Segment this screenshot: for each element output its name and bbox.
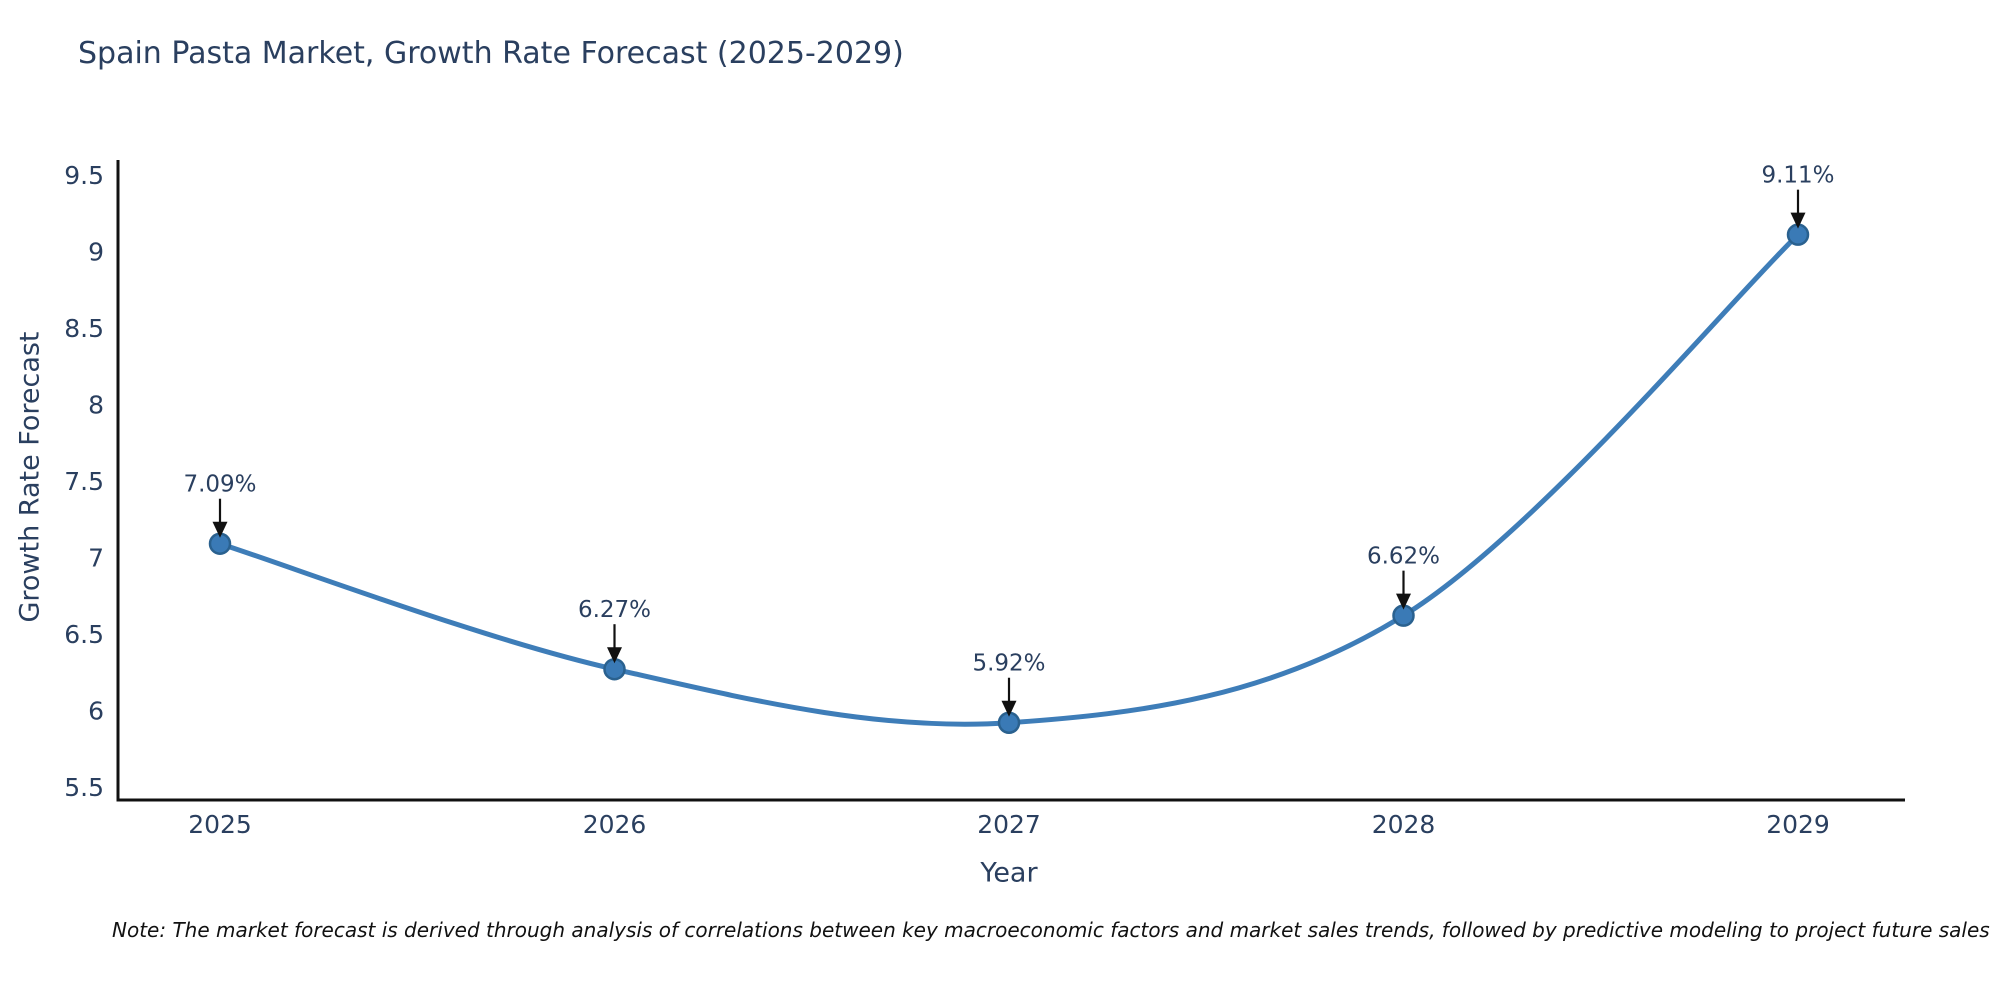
y-tick-label: 9 — [88, 238, 104, 267]
annotation-arrowhead — [607, 647, 622, 664]
annotation-arrowhead — [1790, 212, 1806, 229]
y-tick-label: 8 — [88, 391, 104, 420]
footnote: Note: The market forecast is derived thr… — [112, 918, 1990, 942]
annotation-arrowhead — [212, 521, 228, 538]
point-value-label: 7.09% — [183, 472, 256, 498]
x-tick-label: 2026 — [583, 810, 647, 839]
y-tick-label: 7.5 — [64, 467, 104, 496]
x-axis-title: Year — [980, 857, 1038, 889]
annotation-arrowhead — [1396, 593, 1411, 610]
y-tick-label: 9.5 — [64, 161, 104, 190]
point-value-label: 6.27% — [578, 597, 651, 623]
annotation-arrowhead — [1001, 700, 1017, 717]
y-tick-label: 5.5 — [64, 773, 104, 802]
y-tick-label: 8.5 — [64, 314, 104, 343]
point-value-label: 5.92% — [972, 651, 1045, 677]
point-value-label: 6.62% — [1367, 544, 1440, 570]
point-value-label: 9.11% — [1761, 163, 1834, 189]
x-tick-label: 2025 — [188, 810, 252, 839]
x-tick-label: 2029 — [1766, 810, 1830, 839]
y-tick-label: 6.5 — [64, 620, 104, 649]
x-tick-label: 2028 — [1372, 810, 1436, 839]
x-tick-label: 2027 — [977, 810, 1041, 839]
y-tick-label: 7 — [88, 544, 104, 573]
y-tick-label: 6 — [88, 697, 104, 726]
chart-title: Spain Pasta Market, Growth Rate Forecast… — [78, 36, 904, 71]
